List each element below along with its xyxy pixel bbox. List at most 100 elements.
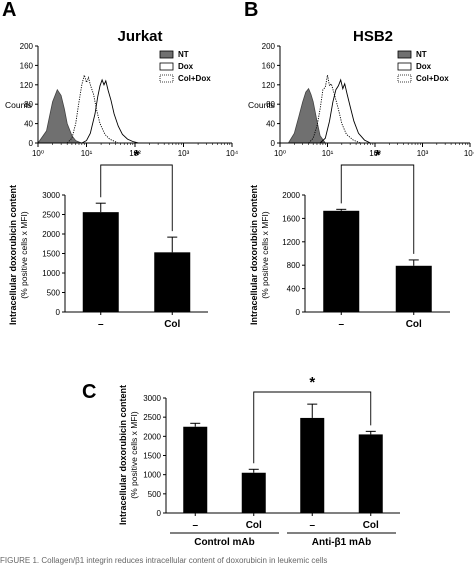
y-tick-label: 1000 [42, 269, 60, 278]
x-tick-label: 10⁰ [32, 149, 44, 158]
histogram-title-jurkat: Jurkat [117, 28, 162, 45]
significance-bracket [253, 391, 372, 464]
y-tick-label: 160 [262, 61, 276, 70]
y-tick-label: 80 [266, 100, 275, 109]
category-label: – [98, 319, 104, 330]
y-tick-label: 2000 [143, 432, 161, 441]
legend-label: NT [416, 50, 427, 59]
figure-caption-fragment: FIGURE 1. Collagen/β1 integrin reduces i… [0, 556, 328, 565]
category-label: – [338, 319, 344, 330]
bar [323, 210, 360, 312]
category-label: – [192, 520, 198, 531]
y-tick-label: 1200 [282, 238, 300, 247]
series-nt-area [287, 87, 327, 144]
y-tick-label: 3000 [42, 191, 60, 200]
panel-b-bar-chart: Intracellular doxorubicin content (% pos… [249, 147, 450, 330]
legend-swatch [397, 50, 412, 59]
legend-label: Col+Dox [416, 74, 449, 83]
panel-a-bar-chart: Intracellular doxorubicin content (% pos… [8, 147, 208, 330]
y-tick-label: 2500 [143, 413, 161, 422]
bar [358, 434, 383, 513]
y-tick-label: 160 [20, 61, 34, 70]
legend-swatch [159, 50, 174, 59]
significance-bracket [340, 164, 415, 254]
histogram-legend: NT Dox Col+Dox [397, 50, 449, 83]
x-tick-label: 10² [129, 149, 141, 158]
series-nt-area [37, 88, 82, 144]
significance-star: * [309, 374, 315, 391]
histogram-title-hsb2: HSB2 [353, 28, 393, 45]
legend-swatch [397, 62, 412, 71]
y-axis-label: Intracellular doxorubicin content [8, 185, 18, 325]
bar [183, 426, 208, 513]
significance-star: * [134, 147, 140, 164]
y-tick-label: 800 [287, 261, 301, 270]
x-tick-label: 10³ [417, 149, 429, 158]
panel-a-histogram: A Jurkat Counts 0 40 80 120 160 200 10⁰ 10¹ 10² 1… [2, 0, 239, 158]
category-label: Col [363, 520, 379, 531]
y-tick-label: 80 [24, 100, 33, 109]
y-tick-label: 500 [148, 490, 162, 499]
histogram-legend: NT Dox Col+Dox [159, 50, 211, 83]
figure-canvas: A Jurkat Counts 0 40 80 120 160 200 10⁰ 10¹ 10² 1… [2, 0, 474, 548]
x-tick-label: 10¹ [81, 149, 93, 158]
legend-label: Col+Dox [178, 74, 211, 83]
x-tick-label: 10¹ [322, 149, 334, 158]
y-tick-label: 2500 [42, 211, 60, 220]
y-tick-label: 500 [47, 289, 61, 298]
panel-b-histogram: B HSB2 Counts 0 40 80 120 160 200 10⁰ 10¹ 10² 10³… [244, 0, 474, 158]
x-tick-label: 10⁰ [274, 149, 286, 158]
x-tick-label: 10³ [178, 149, 190, 158]
legend-swatch [159, 62, 174, 71]
legend-swatch [397, 74, 412, 83]
y-tick-label: 400 [287, 285, 301, 294]
panel-a-letter: A [2, 0, 16, 21]
category-label: Col [246, 520, 262, 531]
y-tick-label: 0 [271, 139, 276, 148]
y-axis-sublabel: (% positive cells x MFI) [19, 211, 29, 299]
legend-label: Dox [416, 62, 432, 71]
panel-b-letter: B [244, 0, 258, 21]
y-axis-label-counts: Counts [248, 100, 275, 110]
y-tick-label: 200 [20, 42, 34, 51]
y-axis-label: Intracellular doxorubicin content [118, 385, 128, 525]
y-tick-label: 2000 [42, 230, 60, 239]
x-tick-label: 10⁴ [464, 149, 474, 158]
significance-star: * [375, 147, 381, 164]
bar [82, 212, 119, 312]
panel-c-letter: C [82, 381, 96, 403]
bar [154, 252, 191, 312]
y-tick-label: 0 [56, 308, 61, 317]
series-dox-line [81, 78, 139, 144]
category-label: Col [406, 319, 422, 330]
bar [300, 417, 325, 513]
series-col-dox-line [66, 73, 119, 144]
legend-swatch [159, 74, 174, 83]
panel-c-bar-chart: C Intracellular doxorubicin content (% p… [82, 374, 400, 548]
y-tick-label: 0 [157, 509, 162, 518]
category-label: – [309, 520, 315, 531]
legend-label: NT [178, 50, 189, 59]
y-tick-label: 1600 [282, 214, 300, 223]
bar [395, 265, 432, 312]
y-tick-label: 0 [296, 308, 301, 317]
y-tick-label: 40 [266, 120, 275, 129]
y-tick-label: 1500 [42, 250, 60, 259]
x-tick-label: 10² [369, 149, 381, 158]
y-tick-label: 0 [29, 139, 34, 148]
series-col-dox-line [308, 75, 361, 144]
group-label: Anti-β1 mAb [312, 537, 371, 548]
y-tick-label: 1000 [143, 471, 161, 480]
y-tick-label: 200 [262, 42, 276, 51]
y-tick-label: 2000 [282, 191, 300, 200]
y-axis-label-counts: Counts [5, 100, 32, 110]
y-tick-label: 40 [24, 120, 33, 129]
x-tick-label: 10⁴ [226, 149, 239, 158]
legend-label: Dox [178, 62, 194, 71]
y-axis-label: Intracellular doxorubicin content [249, 185, 259, 325]
significance-bracket [100, 164, 173, 232]
y-axis-sublabel: (% positive cells x MFI) [260, 211, 270, 299]
y-tick-label: 120 [20, 81, 34, 90]
y-tick-label: 120 [262, 81, 276, 90]
group-label: Control mAb [194, 537, 255, 548]
